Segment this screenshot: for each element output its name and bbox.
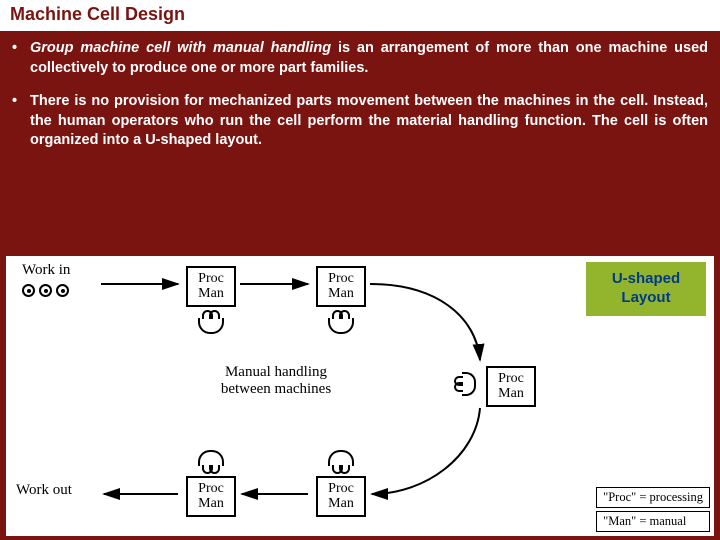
center-line2: between machines: [221, 381, 331, 397]
operator-icon: [462, 372, 476, 396]
legend-proc: "Proc" = processing: [596, 487, 710, 508]
operator-icon: [328, 318, 354, 334]
diagram-area: U-shaped Layout Work in Work out Manual …: [6, 256, 714, 536]
slide-title: Machine Cell Design: [10, 4, 710, 25]
man-label: Man: [328, 496, 354, 511]
station-1: Proc Man: [186, 266, 236, 307]
man-label: Man: [198, 286, 224, 301]
bullet-2: • There is no provision for mechanized p…: [12, 92, 708, 151]
operator-icon: [198, 318, 224, 334]
legend-man: "Man" = manual: [596, 511, 710, 532]
center-caption: Manual handling between machines: [176, 364, 376, 399]
operator-icon: [198, 450, 224, 466]
title-bar: Machine Cell Design: [0, 0, 720, 31]
operator-icon: [328, 450, 354, 466]
center-line1: Manual handling: [225, 364, 327, 380]
man-label: Man: [498, 386, 524, 401]
work-in-parts-icon: [22, 284, 69, 297]
layout-badge: U-shaped Layout: [586, 262, 706, 316]
bullet-mark: •: [12, 39, 30, 78]
badge-line2: Layout: [621, 289, 670, 306]
proc-label: Proc: [328, 271, 354, 286]
work-in-label: Work in: [22, 262, 70, 279]
bullet-1-emphasis: Group machine cell with manual handling: [30, 40, 331, 56]
proc-label: Proc: [198, 271, 224, 286]
proc-label: Proc: [498, 371, 524, 386]
bullet-mark: •: [12, 92, 30, 151]
man-label: Man: [328, 286, 354, 301]
bullet-1-text: Group machine cell with manual handling …: [30, 39, 708, 78]
station-3: Proc Man: [486, 366, 536, 407]
content-area: • Group machine cell with manual handlin…: [0, 31, 720, 151]
badge-line1: U-shaped: [612, 270, 680, 287]
proc-label: Proc: [328, 481, 354, 496]
station-4: Proc Man: [316, 476, 366, 517]
man-label: Man: [198, 496, 224, 511]
station-2: Proc Man: [316, 266, 366, 307]
proc-label: Proc: [198, 481, 224, 496]
bullet-2-text: There is no provision for mechanized par…: [30, 92, 708, 151]
bullet-1: • Group machine cell with manual handlin…: [12, 39, 708, 78]
work-out-label: Work out: [16, 482, 72, 499]
legend: "Proc" = processing "Man" = manual: [596, 484, 710, 532]
station-5: Proc Man: [186, 476, 236, 517]
